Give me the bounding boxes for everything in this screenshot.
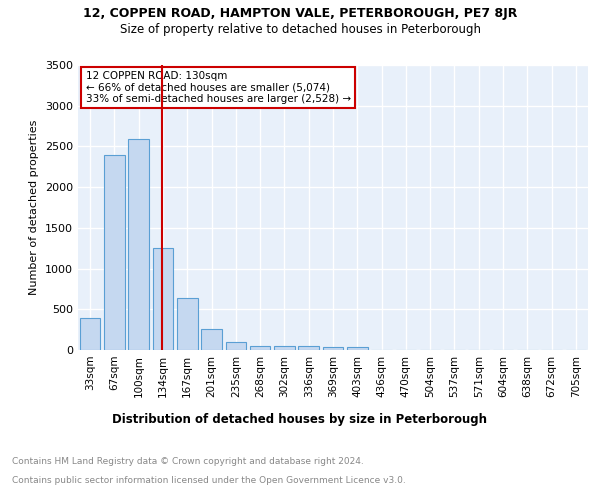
Text: Size of property relative to detached houses in Peterborough: Size of property relative to detached ho… [119,22,481,36]
Bar [347,347,368,350]
Bar [323,347,343,350]
Text: Contains public sector information licensed under the Open Government Licence v3: Contains public sector information licen… [12,476,406,485]
Text: 12, COPPEN ROAD, HAMPTON VALE, PETERBOROUGH, PE7 8JR: 12, COPPEN ROAD, HAMPTON VALE, PETERBORO… [83,8,517,20]
Bar [177,298,197,350]
Bar [152,248,173,350]
Bar [250,346,271,350]
Bar [128,139,149,350]
Text: 12 COPPEN ROAD: 130sqm
← 66% of detached houses are smaller (5,074)
33% of semi-: 12 COPPEN ROAD: 130sqm ← 66% of detached… [86,70,351,104]
Text: Contains HM Land Registry data © Crown copyright and database right 2024.: Contains HM Land Registry data © Crown c… [12,458,364,466]
Y-axis label: Number of detached properties: Number of detached properties [29,120,40,295]
Bar [104,156,125,350]
Bar [226,342,246,350]
Bar [201,329,222,350]
Bar [80,318,100,350]
Text: Distribution of detached houses by size in Peterborough: Distribution of detached houses by size … [113,412,487,426]
Bar [298,346,319,350]
Bar [274,346,295,350]
